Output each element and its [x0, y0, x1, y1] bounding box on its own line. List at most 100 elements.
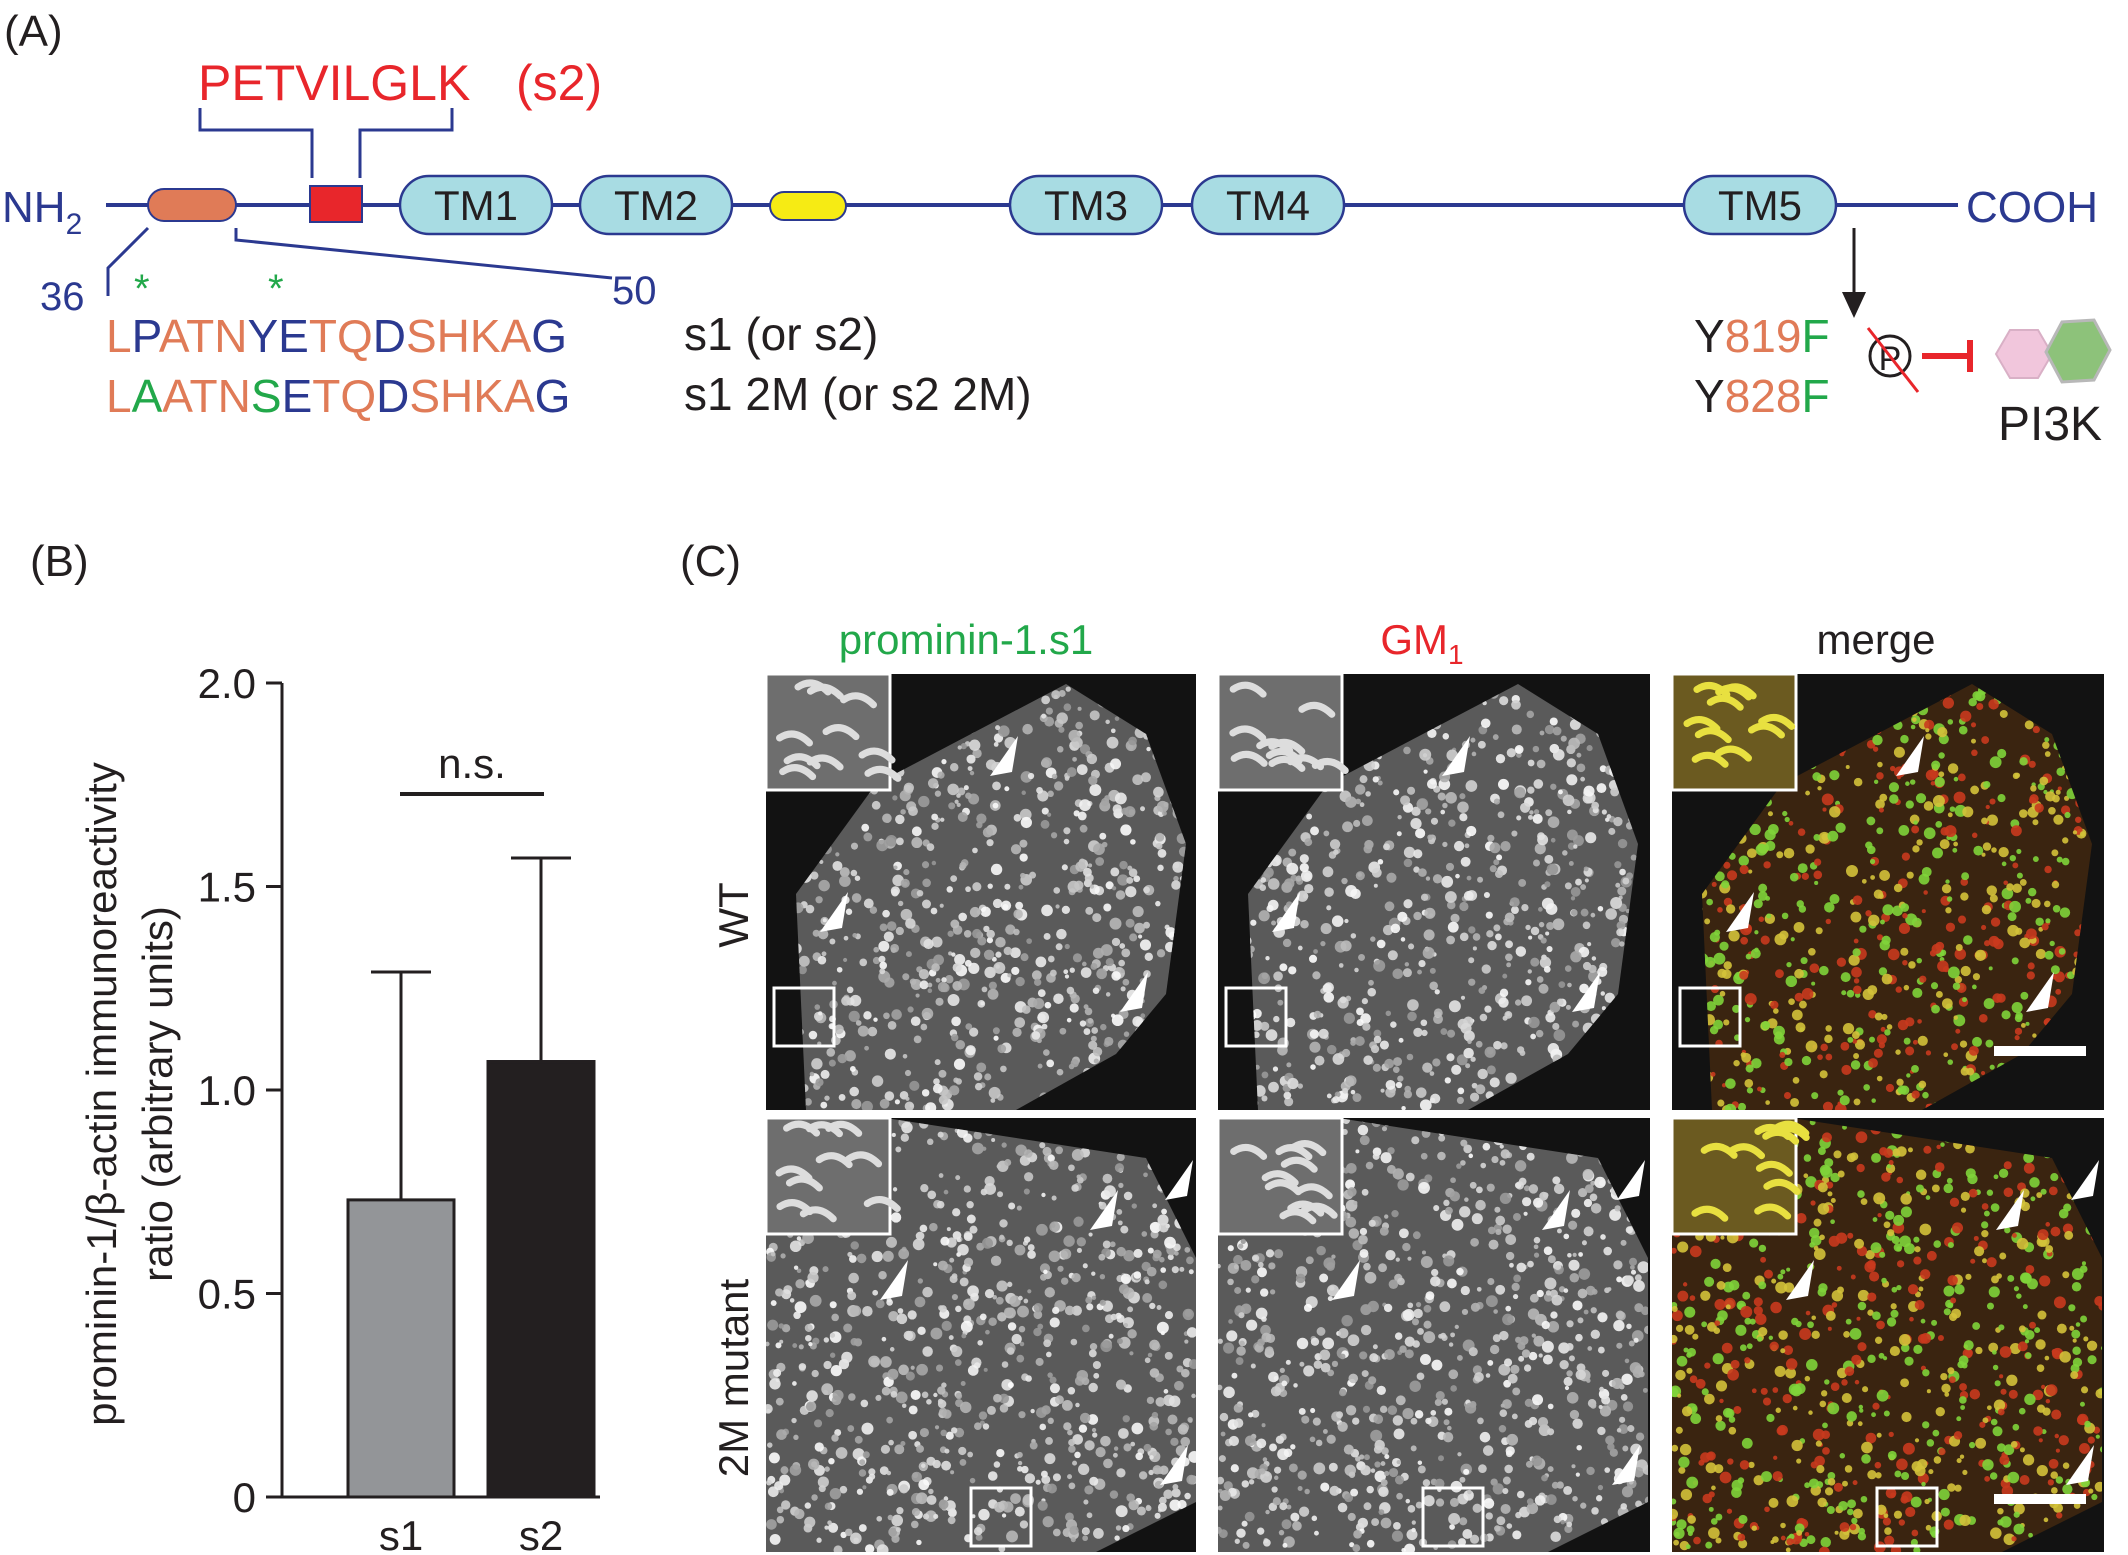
tm-domain-5: TM5: [1682, 174, 1838, 236]
roi-box: [1678, 986, 1742, 1048]
arrowhead-marker: [2026, 972, 2054, 1012]
row-label-2m-mutant: 2M mutant: [710, 1278, 757, 1477]
roi-box: [969, 1486, 1033, 1548]
mutation-asterisk-1: *: [134, 267, 150, 311]
arrowhead-marker: [1617, 1160, 1645, 1200]
micrograph-2m-prominin: [766, 1118, 1196, 1552]
tm-domain-2: TM2: [578, 174, 734, 236]
residue-segment: D: [376, 370, 409, 422]
svg-text:TM5: TM5: [1718, 182, 1802, 229]
residue-segment: YE: [247, 310, 308, 362]
residue-segment: G: [531, 310, 567, 362]
svg-text:TM4: TM4: [1226, 182, 1310, 229]
pi3k-label: PI3K: [1998, 398, 2102, 451]
arrowhead-marker: [2066, 1445, 2094, 1485]
pi3k-subunit-green: [2044, 318, 2112, 384]
panel-a-label: (A): [4, 7, 63, 56]
arrowhead-marker: [1612, 1445, 1640, 1485]
svg-text:prominin-1/β-actin immunoreact: prominin-1/β-actin immunoreactivity: [78, 762, 125, 1426]
arrowhead-marker: [1160, 1445, 1188, 1485]
arrowhead-marker: [2071, 1160, 2099, 1200]
zoom-inset: [766, 1118, 901, 1236]
yellow-domain-box: [769, 191, 847, 221]
peptide-s2-tag: (s2): [516, 55, 602, 111]
arrowhead-marker: [880, 1260, 908, 1300]
arrowhead-marker: [1996, 1190, 2024, 1230]
c-terminus-label: COOH: [1966, 183, 2098, 232]
residue-segment: F: [1801, 370, 1829, 422]
arrowhead-marker: [1542, 1190, 1570, 1230]
tm-domain-3: TM3: [1008, 174, 1164, 236]
column-header-gm1: GM1: [1380, 616, 1463, 670]
tm5-arrow-head: [1842, 292, 1866, 318]
n-terminus-label: NH2: [2, 183, 82, 241]
arrowhead-marker: [1332, 1260, 1360, 1300]
tm-domain-1: TM1: [398, 174, 554, 236]
svg-text:TM3: TM3: [1044, 182, 1128, 229]
residue-segment: G: [535, 370, 571, 422]
residue-segment: E: [282, 370, 313, 422]
arrowhead-marker: [1442, 736, 1470, 776]
residue-segment: L: [106, 310, 132, 362]
micrograph-wt-merge: [1672, 674, 2104, 1110]
bar-s1: [346, 1198, 456, 1499]
bar-series: [346, 856, 596, 1499]
sequence-mutant-label: s1 2M (or s2 2M): [684, 368, 1032, 420]
y-tick-label: 0.5: [198, 1271, 256, 1318]
y-tick-label: 2.0: [198, 660, 256, 707]
mutation-y819f: Y819F: [1694, 310, 1830, 362]
panel-b: (B) prominin-1/β-actin immunoreactivity …: [30, 537, 600, 1555]
micrograph-wt-prominin: [766, 674, 1196, 1110]
roi-box: [1421, 1486, 1485, 1548]
arrowhead-marker: [1786, 1260, 1814, 1300]
y-tick-label: 1.5: [198, 864, 256, 911]
panel-c-label: (C): [680, 537, 741, 586]
residue-segment: 828: [1725, 370, 1802, 422]
row-label-wt: WT: [710, 882, 757, 947]
column-header-merge: merge: [1816, 616, 1935, 663]
panel-c: (C) prominin-1.s1 GM1 merge WT 2M mutant: [680, 537, 1936, 1477]
pi3k-subunit-pink: [1994, 329, 2054, 379]
residue-segment: S: [251, 370, 282, 422]
sequence-wildtype-label: s1 (or s2): [684, 308, 878, 360]
arrowhead-marker: [820, 892, 848, 932]
micrograph-2m-merge: [1672, 1118, 2104, 1552]
peptide-connector-right: [358, 108, 454, 178]
residue-segment: D: [373, 310, 406, 362]
roi-box: [772, 986, 836, 1048]
svg-text:TM2: TM2: [614, 182, 698, 229]
sequence-mutant: LAATNSETQDSHKAG: [106, 370, 570, 422]
scale-bar: [1994, 1046, 2086, 1056]
roi-box: [1224, 986, 1288, 1048]
x-tick-label: s1: [379, 1512, 423, 1555]
scale-bar: [1994, 1494, 2086, 1504]
arrowhead-marker: [1120, 972, 1148, 1012]
residue-segment: F: [1801, 310, 1829, 362]
arrowhead-marker: [1896, 736, 1924, 776]
column-header-prominin: prominin-1.s1: [839, 616, 1093, 663]
micrograph-wt-gm1: [1218, 674, 1650, 1110]
residue-start-label: 36: [40, 275, 85, 319]
residue-segment: SHKA: [406, 310, 532, 362]
zoom-inset: [766, 674, 902, 792]
svg-text:ratio (arbitrary units): ratio (arbitrary units): [134, 906, 181, 1282]
y-axis-ticks: 0 0.5 1.0 1.5 2.0: [198, 660, 282, 1521]
residue-segment: 819: [1725, 310, 1802, 362]
expansion-line-left: [106, 226, 150, 296]
y-axis-title: prominin-1/β-actin immunoreactivity rati…: [78, 762, 181, 1426]
sequence-wildtype: LPATNYETQDSHKAG: [106, 310, 567, 362]
significance-label: n.s.: [438, 740, 506, 787]
x-axis-ticks: s1 s2: [379, 1512, 563, 1555]
bar-s2: [486, 1060, 596, 1499]
phospho-blocked-icon: P: [1866, 327, 1920, 393]
residue-segment: SHKA: [409, 370, 535, 422]
mutation-asterisk-2: *: [268, 267, 284, 311]
expansion-line-right: [234, 228, 613, 280]
residue-segment: ATN: [159, 310, 248, 362]
arrowhead-marker: [1726, 892, 1754, 932]
residue-segment: P: [132, 310, 161, 362]
micrograph-2m-gm1: [1218, 1118, 1650, 1552]
zoom-inset: [1672, 674, 1798, 792]
residue-segment: ATN: [162, 370, 251, 422]
